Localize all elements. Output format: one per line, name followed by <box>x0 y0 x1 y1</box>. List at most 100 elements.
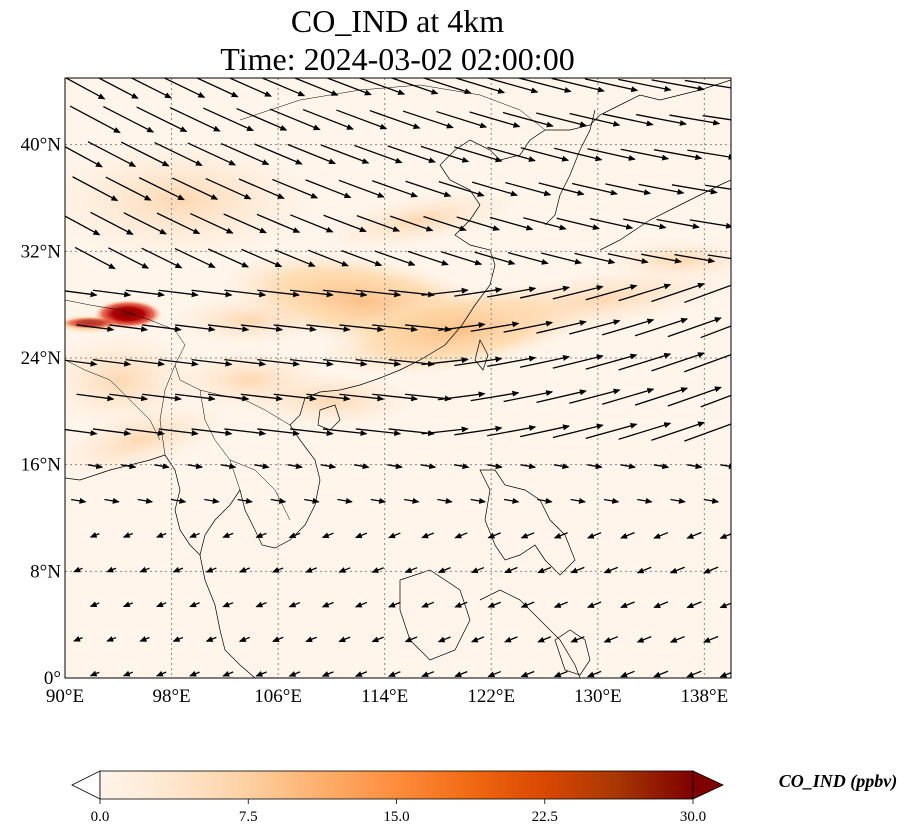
wind-arrow <box>65 215 101 236</box>
wind-arrow <box>354 532 368 539</box>
wind-arrow <box>587 463 603 470</box>
wind-arrow <box>519 424 570 438</box>
lon-tick-label: 122°E <box>467 686 515 707</box>
wind-arrow <box>536 112 588 128</box>
wind-arrow <box>290 289 334 298</box>
wind-arrow <box>355 428 402 437</box>
wind-arrow <box>154 463 170 470</box>
wind-arrow <box>552 285 604 300</box>
lon-tick-label: 130°E <box>574 686 622 707</box>
wind-arrow <box>238 636 251 642</box>
wind-arrow <box>437 497 453 504</box>
wind-arrow <box>441 251 483 266</box>
wind-arrow <box>306 324 351 333</box>
wind-arrow <box>437 636 451 643</box>
wind-arrow <box>641 253 682 264</box>
wind-arrow <box>620 148 670 161</box>
wind-arrow <box>700 325 731 339</box>
wind-arrow <box>554 147 603 162</box>
wind-arrow <box>257 428 300 437</box>
map-frame <box>64 77 732 679</box>
wind-arrow <box>87 463 104 470</box>
wind-arrow <box>92 358 132 367</box>
wind-arrow <box>190 212 234 234</box>
wind-arrow <box>73 636 83 642</box>
wind-arrow <box>108 247 150 269</box>
wind-arrow <box>487 146 536 162</box>
wind-arrow <box>553 601 568 608</box>
wind-arrow <box>71 497 87 504</box>
wind-arrow <box>402 110 454 129</box>
wind-arrow <box>541 252 583 265</box>
wind-arrow <box>228 78 272 97</box>
wind-arrow <box>76 393 115 402</box>
lon-tick-label: 114°E <box>361 686 408 707</box>
wind-arrow <box>454 671 468 677</box>
wind-arrow <box>556 217 600 230</box>
wind-arrow <box>237 497 254 504</box>
wind-arrow <box>453 463 470 470</box>
wind-arrow <box>254 463 270 470</box>
wind-arrow <box>618 422 672 440</box>
wind-arrow <box>272 567 284 573</box>
wind-arrow <box>405 180 452 198</box>
wind-arrow <box>293 78 339 96</box>
wind-arrow <box>195 78 239 98</box>
wind-arrow <box>106 636 117 642</box>
coastlines <box>65 79 731 678</box>
wind-arrow <box>320 463 337 470</box>
wind-arrow <box>321 601 334 608</box>
wind-arrow <box>224 428 267 437</box>
wind-arrow <box>220 142 270 166</box>
wind-arrow <box>302 108 354 130</box>
wind-arrow <box>105 176 152 201</box>
wind-arrow <box>191 428 233 436</box>
wind-arrow <box>207 393 250 402</box>
wind-arrow <box>130 78 172 99</box>
wind-arrow <box>222 601 234 608</box>
wind-arrow <box>507 251 549 265</box>
wind-arrow <box>651 79 705 92</box>
wind-arrow <box>92 428 132 436</box>
wind-arrow <box>421 532 435 539</box>
wind-arrow <box>356 215 401 232</box>
wind-arrow <box>702 114 731 121</box>
wind-arrow <box>306 393 351 402</box>
wind-arrow <box>603 636 619 643</box>
wind-arrow <box>538 182 585 196</box>
wind-arrow <box>651 352 705 372</box>
wind-arrow <box>686 670 702 678</box>
wind-arrow <box>138 177 185 201</box>
lat-tick-label: 0° <box>44 668 61 689</box>
wind-arrow <box>505 181 552 197</box>
wind-arrow <box>620 601 635 608</box>
wind-arrow <box>205 636 217 642</box>
wind-arrow <box>404 497 420 504</box>
wind-arrow <box>65 290 98 298</box>
wind-arrow <box>470 390 520 402</box>
wind-arrow <box>487 463 503 470</box>
wind-arrow <box>170 497 187 504</box>
wind-arrow <box>651 421 705 441</box>
wind-arrow <box>202 107 254 132</box>
wind-arrow <box>520 147 570 162</box>
wind-arrow <box>120 463 137 470</box>
wind-arrow <box>453 78 506 94</box>
wind-arrow <box>603 497 620 504</box>
wind-arrow <box>536 389 587 404</box>
wind-arrow <box>224 358 267 367</box>
wind-arrow <box>454 425 503 436</box>
wind-arrow <box>187 463 204 470</box>
wind-arrow <box>156 670 167 677</box>
wind-arrow <box>69 105 121 134</box>
colorbar-extend-low <box>71 770 101 800</box>
wind-arrow <box>423 215 467 232</box>
wind-arrow <box>273 393 317 402</box>
wind-arrow <box>273 324 317 333</box>
wind-arrow <box>523 217 567 231</box>
wind-arrow <box>139 636 150 642</box>
wind-arrow <box>269 108 321 131</box>
wind-arrow <box>601 387 655 405</box>
wind-arrow <box>700 394 731 408</box>
wind-arrow <box>589 217 634 230</box>
